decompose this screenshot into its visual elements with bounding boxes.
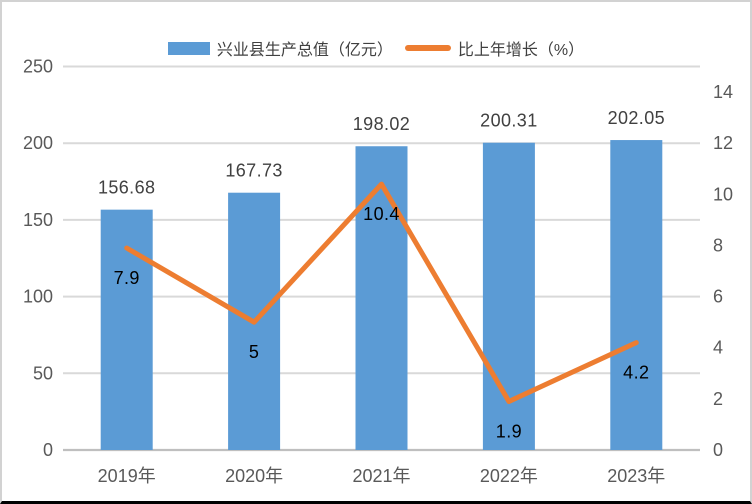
right-axis-tick-label: 10 [713, 184, 733, 204]
left-axis-tick-label: 250 [23, 57, 53, 77]
x-axis-label: 2023年 [607, 466, 665, 486]
right-axis-tick-label: 14 [713, 82, 733, 102]
growth-value-label: 4.2 [623, 363, 649, 383]
gdp-bar-value-label: 156.68 [98, 178, 155, 198]
growth-value-label: 7.9 [114, 268, 140, 288]
growth-value-label: 1.9 [496, 421, 522, 441]
legend-item-growth: 比上年增长（%） [404, 36, 585, 60]
left-axis-tick-label: 0 [43, 440, 53, 460]
gdp-bar-value-label: 167.73 [225, 161, 282, 181]
x-axis-label: 2019年 [98, 466, 156, 486]
x-axis-label: 2022年 [480, 466, 538, 486]
x-axis-label: 2020年 [225, 466, 283, 486]
x-axis-label: 2021年 [352, 466, 410, 486]
right-axis-tick-label: 12 [713, 133, 733, 153]
gdp-bar [355, 146, 408, 451]
left-axis-tick-label: 150 [23, 210, 53, 230]
legend-label-growth: 比上年增长（%） [457, 42, 585, 59]
gdp-bar-value-label: 200.31 [480, 111, 537, 131]
gdp-bar-value-label: 202.05 [608, 108, 665, 128]
right-axis-tick-label: 4 [713, 338, 723, 358]
right-axis-tick-label: 8 [713, 235, 723, 255]
right-axis-tick-label: 0 [713, 440, 723, 460]
growth-value-label: 5 [249, 342, 259, 362]
legend-label-gdp: 兴业县生产总值（亿元） [216, 42, 393, 59]
gdp-bar-value-label: 198.02 [353, 114, 410, 134]
left-axis-tick-label: 200 [23, 133, 53, 153]
bar-series-swatch-icon [167, 41, 210, 55]
left-axis-tick-label: 100 [23, 287, 53, 307]
left-axis-tick-label: 50 [33, 363, 53, 383]
right-axis-tick-label: 2 [713, 389, 723, 409]
legend-item-gdp: 兴业县生产总值（亿元） [167, 36, 393, 60]
chart-legend: 兴业县生产总值（亿元） 比上年增长（%） [0, 36, 752, 60]
growth-value-label: 10.4 [363, 204, 400, 224]
growth-line [124, 181, 639, 404]
gdp-bar [610, 140, 663, 450]
line-series-swatch-icon [404, 45, 451, 51]
right-axis-tick-label: 6 [713, 287, 723, 307]
